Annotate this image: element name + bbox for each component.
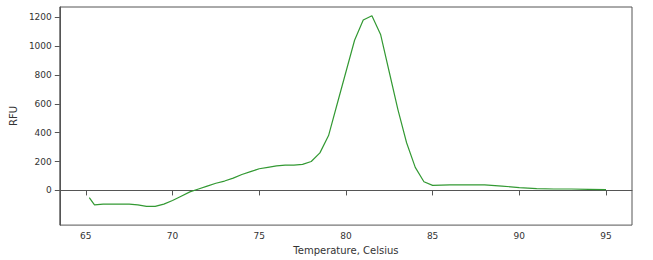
svg-text:75: 75 [253, 231, 264, 241]
svg-text:Temperature, Celsius: Temperature, Celsius [292, 245, 398, 256]
svg-text:1000: 1000 [29, 41, 52, 51]
svg-text:65: 65 [80, 231, 91, 241]
svg-text:1200: 1200 [29, 12, 52, 22]
svg-text:0: 0 [46, 185, 52, 195]
svg-text:600: 600 [35, 99, 52, 109]
svg-text:800: 800 [35, 70, 52, 80]
svg-text:200: 200 [35, 157, 52, 167]
svg-text:400: 400 [35, 128, 52, 138]
svg-text:RFU: RFU [8, 106, 19, 126]
svg-text:95: 95 [600, 231, 611, 241]
svg-text:90: 90 [514, 231, 526, 241]
svg-text:80: 80 [340, 231, 352, 241]
svg-text:70: 70 [167, 231, 179, 241]
svg-text:85: 85 [427, 231, 438, 241]
